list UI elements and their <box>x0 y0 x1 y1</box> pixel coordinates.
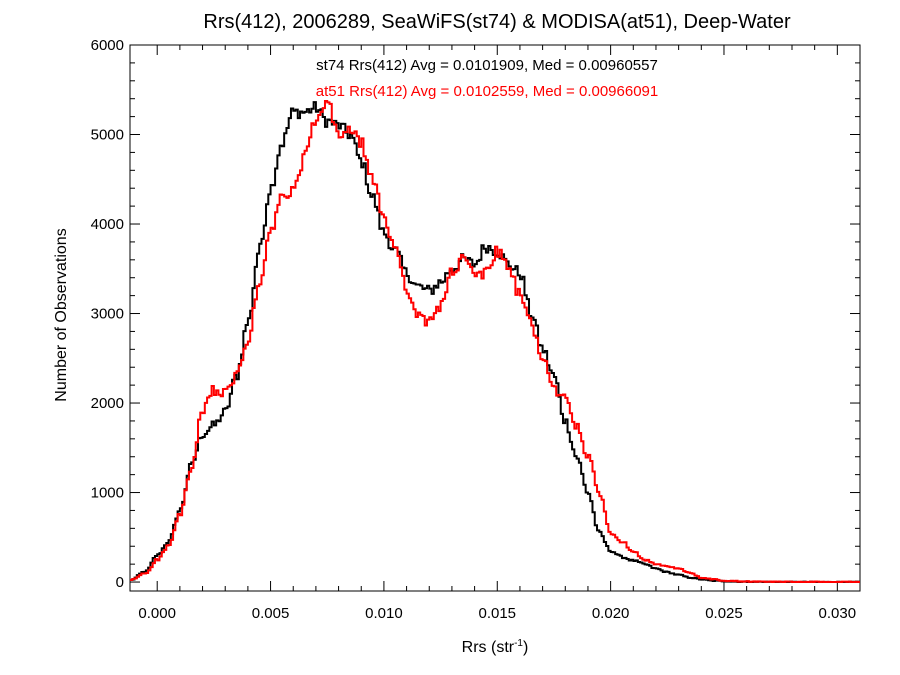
x-tick-label: 0.010 <box>365 605 403 622</box>
x-tick-label: 0.005 <box>252 605 290 622</box>
series-line-st74 <box>130 101 860 584</box>
y-tick-label: 5000 <box>91 127 124 144</box>
y-tick-label: 0 <box>116 574 124 591</box>
annotation-at51: at51 Rrs(412) Avg = 0.0102559, Med = 0.0… <box>316 83 658 100</box>
y-tick-label: 6000 <box>91 37 124 54</box>
y-tick-label: 4000 <box>91 216 124 233</box>
y-tick-label: 1000 <box>91 485 124 502</box>
chart-title: Rrs(412), 2006289, SeaWiFS(st74) & MODIS… <box>203 11 791 33</box>
y-tick-label: 3000 <box>91 306 124 323</box>
x-axis-label-close: ) <box>523 639 528 656</box>
x-tick-label: 0.015 <box>478 605 516 622</box>
series-layer <box>130 100 860 584</box>
x-tick-label: 0.020 <box>592 605 630 622</box>
y-axis-label: Number of Observations <box>53 228 70 401</box>
plot-frame <box>129 44 861 592</box>
series-line-at51 <box>130 100 860 584</box>
x-axis-label-main: Rrs (str <box>462 639 515 656</box>
y-tick-label: 2000 <box>91 395 124 412</box>
x-axis: 0.000 0.005 0.010 0.015 0.020 0.025 0.030 <box>138 45 861 622</box>
x-axis-label: Rrs (str-1) <box>462 638 529 656</box>
y-axis: 0 1000 2000 3000 4000 5000 6000 <box>91 37 860 591</box>
x-tick-label: 0.030 <box>819 605 857 622</box>
x-tick-label: 0.000 <box>138 605 176 622</box>
x-axis-label-superscript: -1 <box>514 638 523 649</box>
x-tick-label: 0.025 <box>705 605 743 622</box>
annotation-st74: st74 Rrs(412) Avg = 0.0101909, Med = 0.0… <box>316 57 658 74</box>
